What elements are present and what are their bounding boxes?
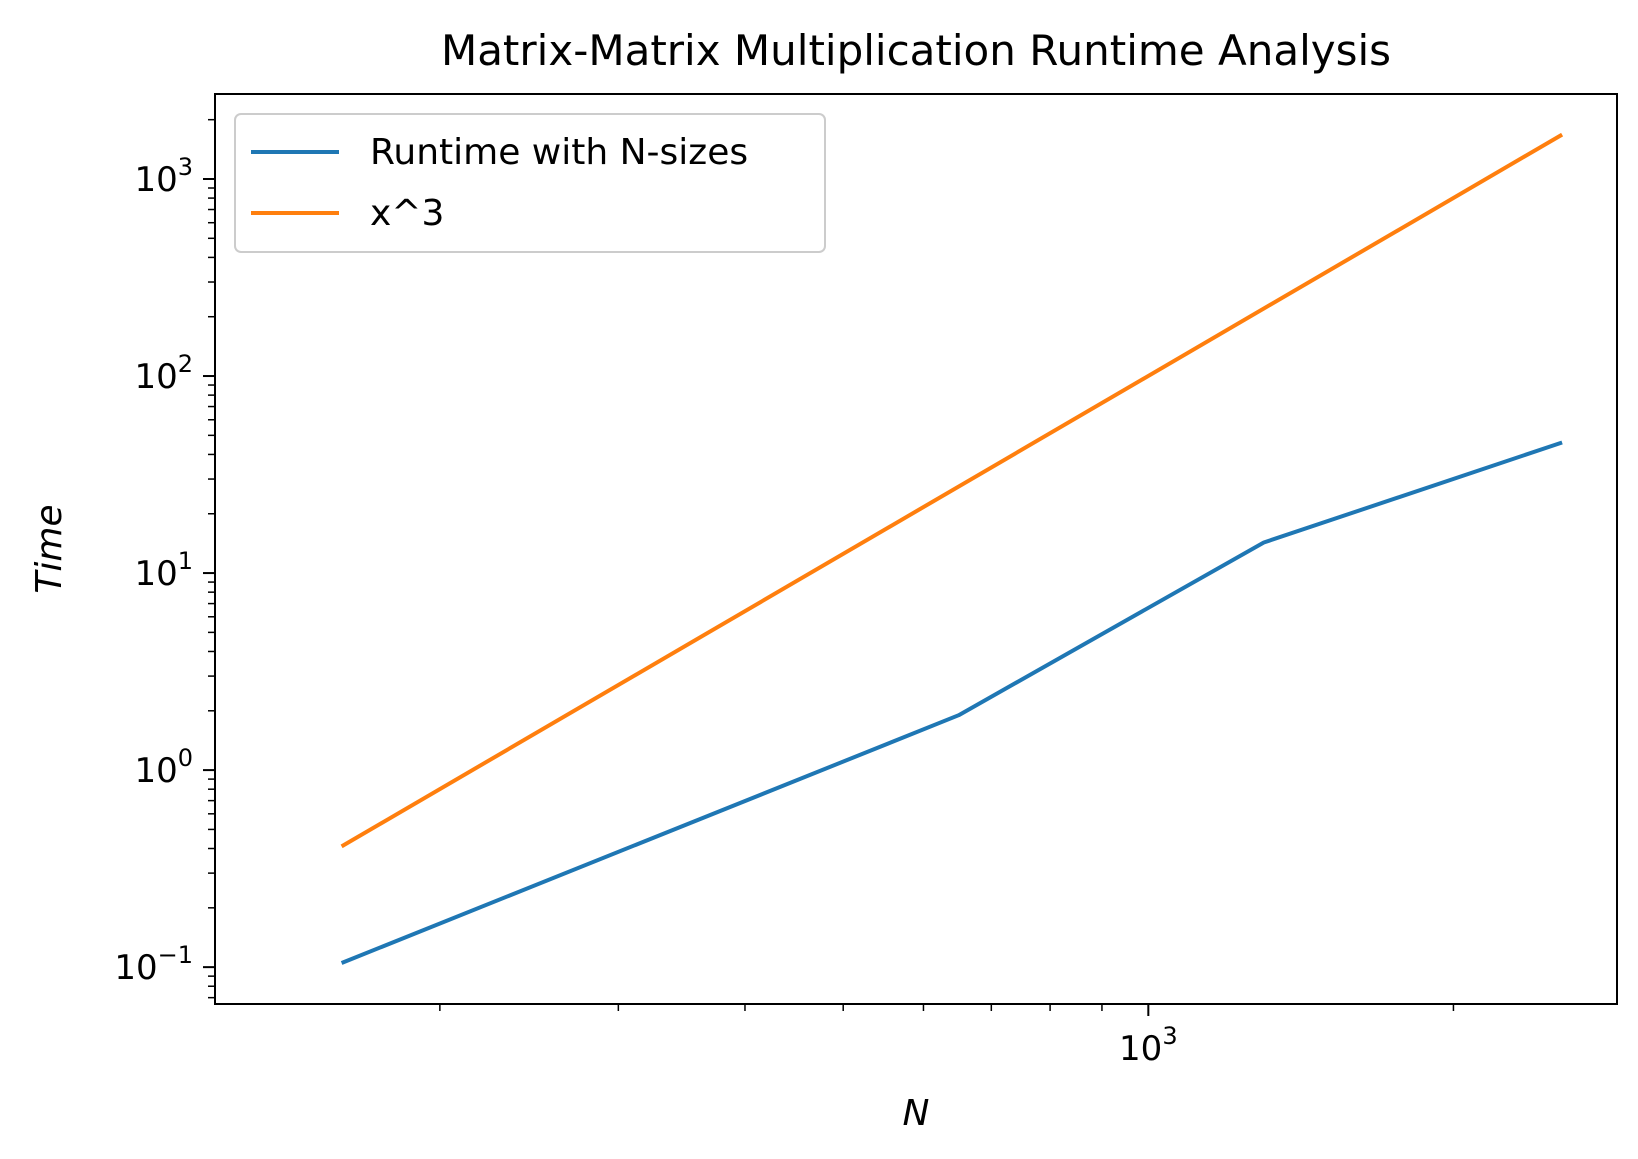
x-tick-label: 103 <box>1119 1022 1178 1069</box>
series-line-1 <box>340 132 1564 849</box>
y-tick-base: 10 <box>134 357 177 397</box>
x-axis-label: N <box>903 1093 930 1134</box>
series-line-0 <box>340 440 1563 965</box>
y-tick-base: 10 <box>134 160 177 200</box>
y-tick-base: 10 <box>134 751 177 791</box>
y-tick-label: 103 <box>134 153 193 200</box>
y-tick-exp: 2 <box>178 350 193 378</box>
legend-label-1: x^3 <box>370 193 444 234</box>
y-tick-exp: 0 <box>178 744 193 772</box>
legend-label-0: Runtime with N-sizes <box>370 132 748 173</box>
y-tick-exp: 3 <box>178 153 193 181</box>
y-tick-base: 10 <box>134 554 177 594</box>
chart-title: Matrix-Matrix Multiplication Runtime Ana… <box>441 26 1391 75</box>
y-tick-label: 102 <box>134 350 193 397</box>
legend-box <box>234 113 826 253</box>
y-tick-base: 10 <box>114 948 157 988</box>
y-axis-label: Time <box>29 504 70 593</box>
series-layer <box>340 132 1564 965</box>
plot-frame <box>214 93 1618 1005</box>
legend: Runtime with N-sizes x^3 <box>234 113 826 253</box>
y-tick-exp: −1 <box>158 941 193 969</box>
y-tick-label: 10−1 <box>114 941 193 988</box>
x-tick-base: 10 <box>1119 1029 1162 1069</box>
y-tick-label: 100 <box>134 744 193 791</box>
x-tick-exp: 3 <box>1162 1022 1177 1050</box>
y-tick-label: 101 <box>134 547 193 594</box>
y-tick-exp: 1 <box>178 547 193 575</box>
